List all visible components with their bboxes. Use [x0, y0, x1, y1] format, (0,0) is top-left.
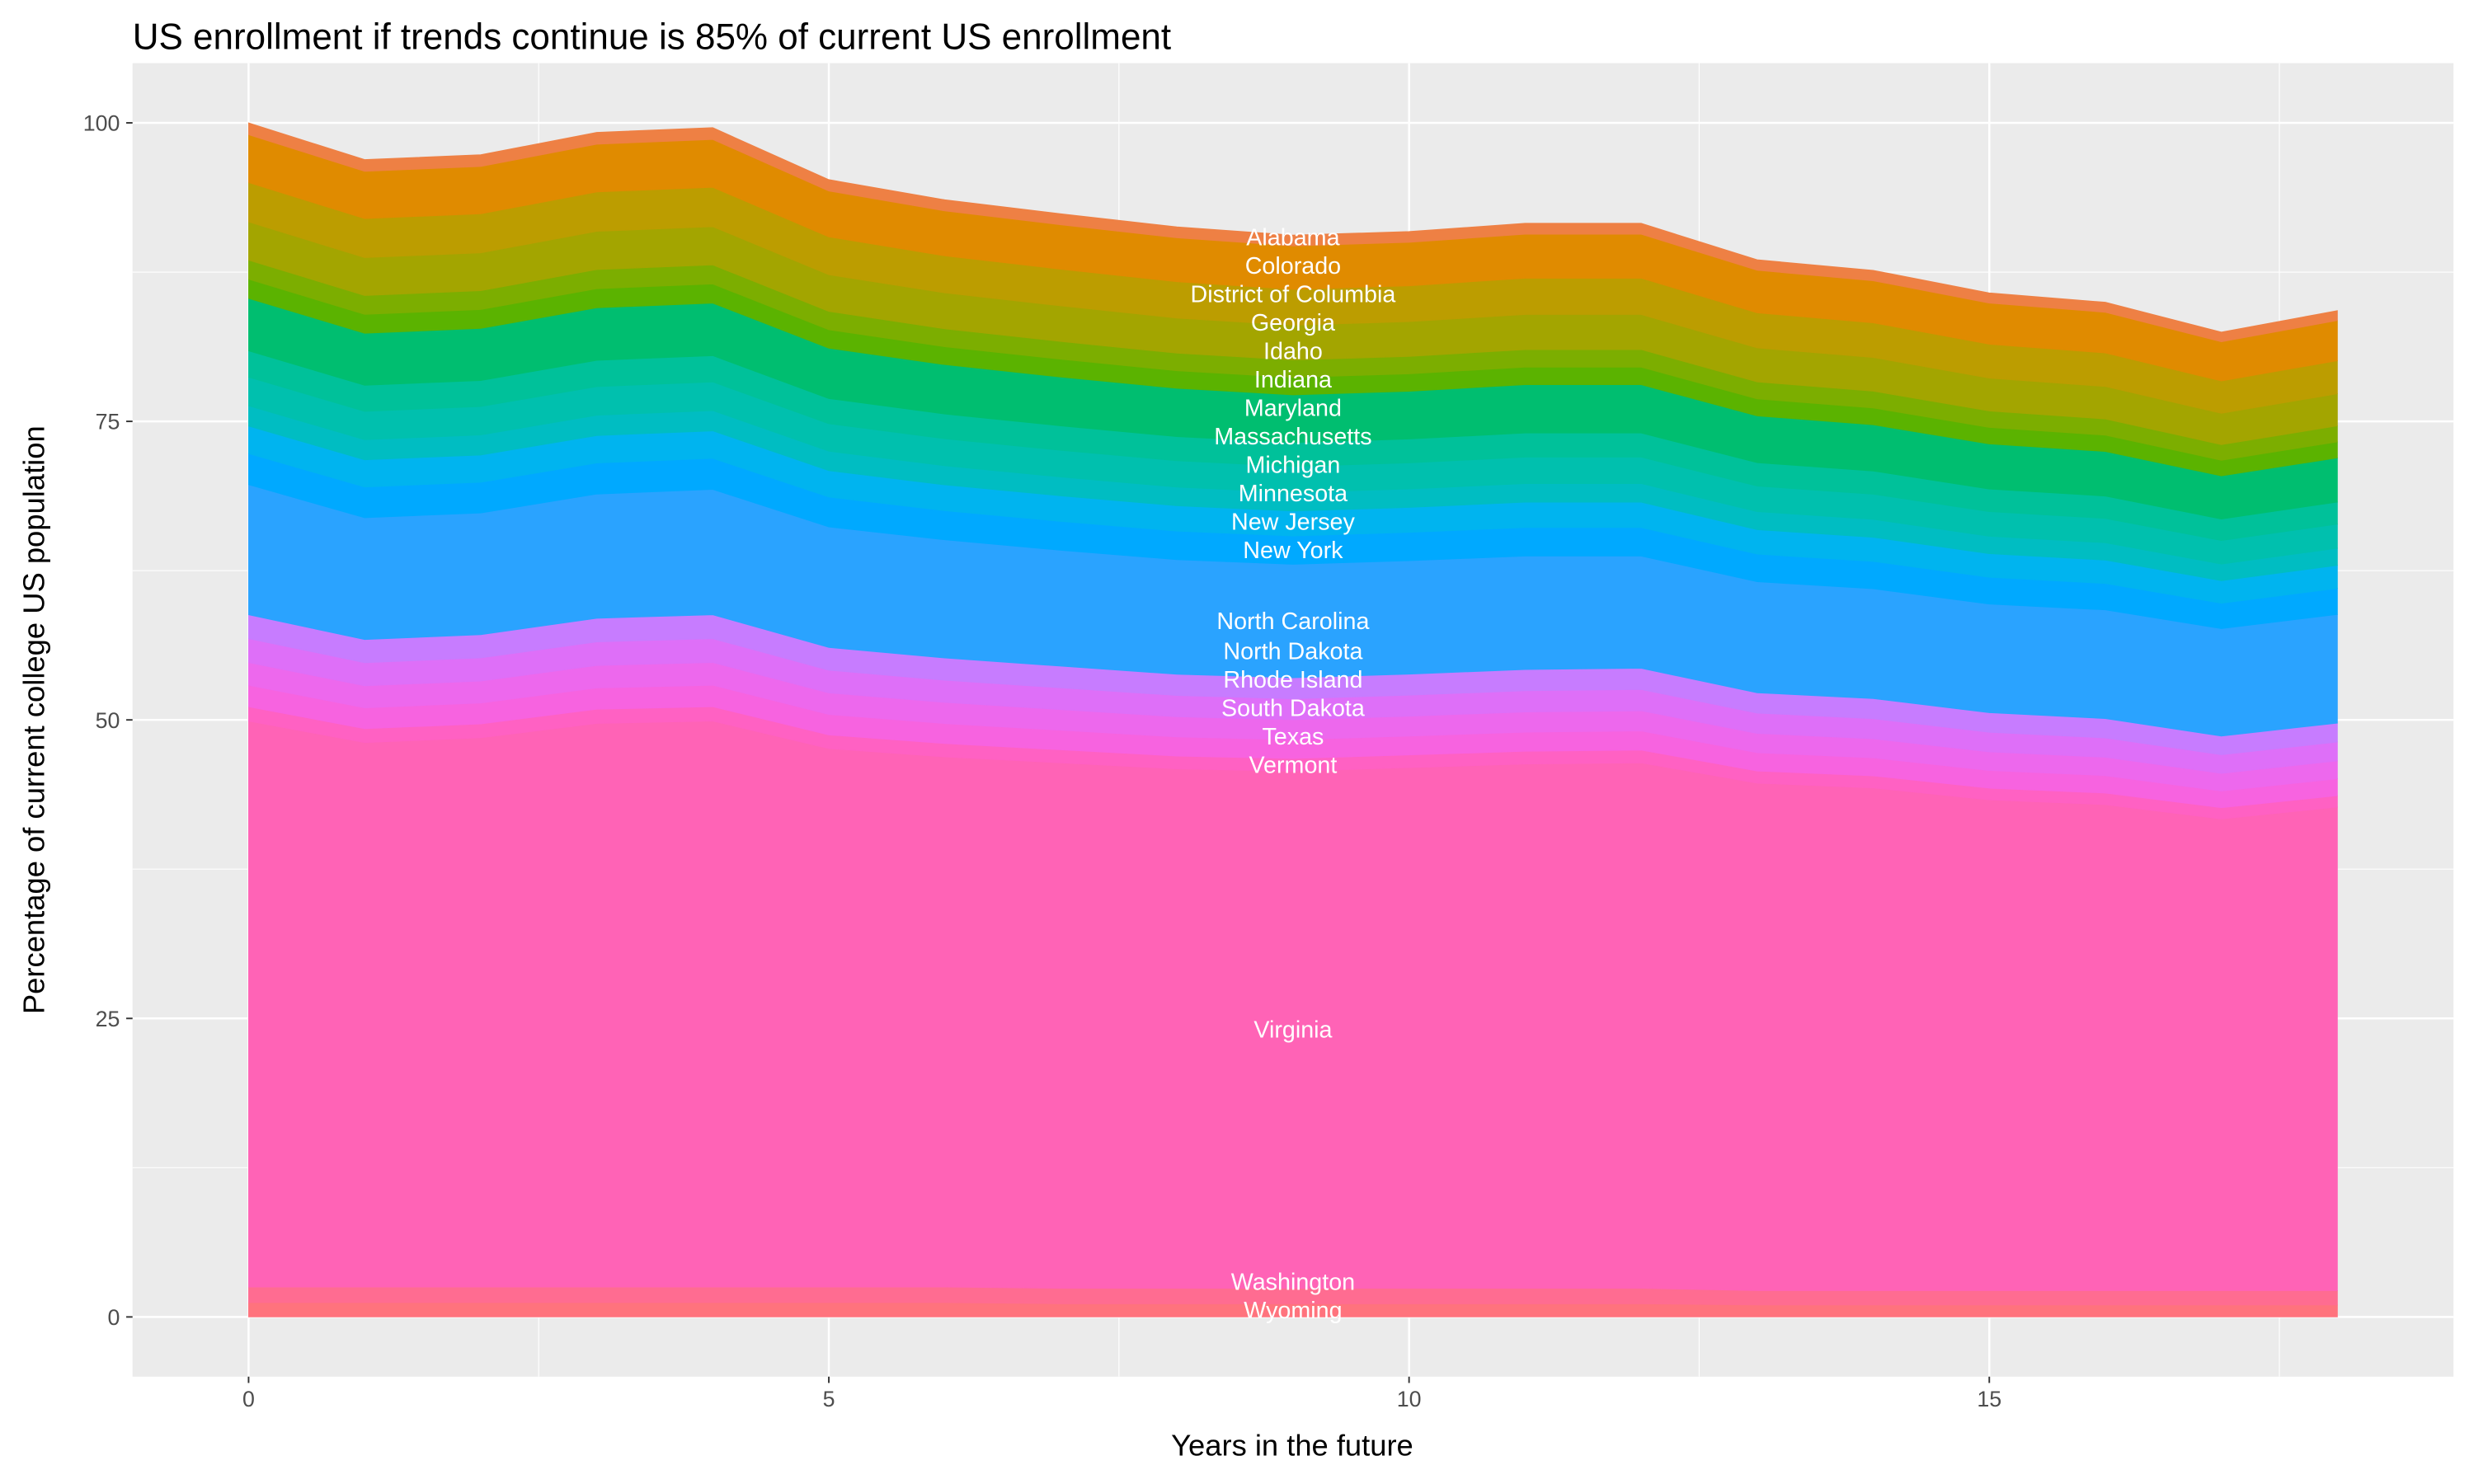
- label-south-dakota: South Dakota: [1221, 695, 1365, 721]
- y-axis-label: Percentage of current college US populat…: [17, 425, 51, 1014]
- area-alabama: [248, 122, 2338, 343]
- label-georgia: Georgia: [1251, 310, 1335, 336]
- area-layers: [248, 122, 2338, 1317]
- label-colorado: Colorado: [1245, 253, 1341, 279]
- label-district-of-columbia: District of Columbia: [1191, 282, 1396, 308]
- label-washington: Washington: [1231, 1269, 1355, 1295]
- label-maryland: Maryland: [1244, 396, 1342, 422]
- y-tick-label: 0: [108, 1305, 120, 1330]
- label-virginia: Virginia: [1253, 1017, 1332, 1044]
- label-wyoming: Wyoming: [1244, 1298, 1342, 1324]
- label-rhode-island: Rhode Island: [1223, 667, 1362, 693]
- label-idaho: Idaho: [1263, 339, 1323, 365]
- label-new-york: New York: [1243, 538, 1343, 564]
- y-tick-label: 25: [96, 1007, 120, 1031]
- x-tick-label: 0: [242, 1387, 255, 1411]
- x-tick-label: 10: [1397, 1387, 1422, 1411]
- label-michigan: Michigan: [1246, 452, 1341, 478]
- label-indiana: Indiana: [1254, 367, 1332, 393]
- x-axis-label: Years in the future: [1171, 1429, 1413, 1463]
- x-tick-label: 5: [823, 1387, 835, 1411]
- label-vermont: Vermont: [1249, 752, 1337, 778]
- x-tick-label: 15: [1977, 1387, 2001, 1411]
- label-texas: Texas: [1262, 724, 1324, 750]
- area-virginia: [248, 721, 2338, 1291]
- label-north-carolina: North Carolina: [1216, 608, 1369, 635]
- label-north-dakota: North Dakota: [1223, 638, 1362, 665]
- label-minnesota: Minnesota: [1239, 481, 1348, 507]
- label-massachusetts: Massachusetts: [1214, 424, 1371, 450]
- axes: 0 5 10 15 0 25 50 75 100: [83, 111, 2001, 1412]
- chart-title: US enrollment if trends continue is 85% …: [133, 16, 1171, 57]
- label-new-jersey: New Jersey: [1231, 509, 1356, 535]
- y-tick-label: 75: [96, 410, 120, 434]
- y-tick-label: 50: [96, 708, 120, 733]
- y-tick-label: 100: [83, 111, 120, 136]
- label-alabama: Alabama: [1246, 225, 1339, 251]
